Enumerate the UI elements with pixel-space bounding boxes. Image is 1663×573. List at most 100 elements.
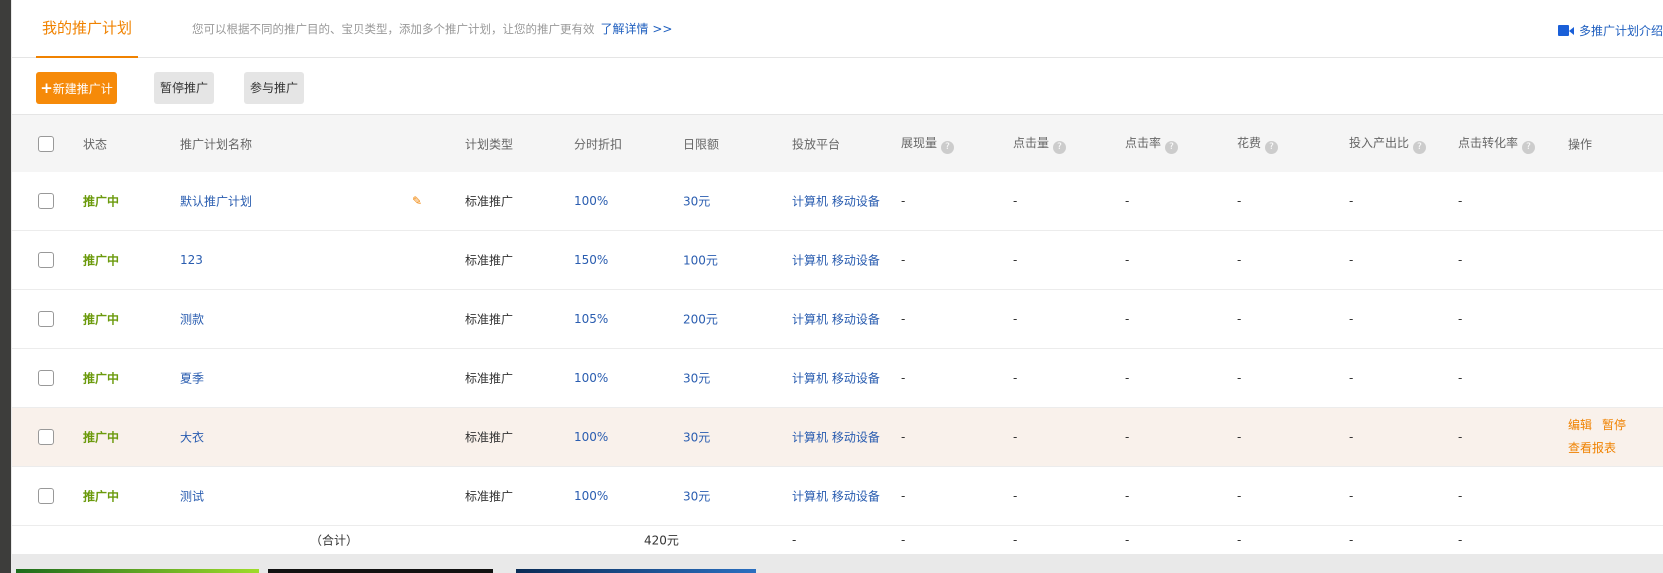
platform-link[interactable]: 计算机 移动设备 <box>792 371 880 386</box>
left-sidebar-edge <box>0 0 11 573</box>
column-label: 投入产出比 <box>1349 135 1410 150</box>
total-metric: - <box>901 532 906 547</box>
row-checkbox[interactable] <box>38 311 54 327</box>
discount-link[interactable]: 100% <box>574 430 609 444</box>
edit-pencil-icon[interactable]: ✎ <box>412 194 423 208</box>
platform-link[interactable]: 计算机 移动设备 <box>792 430 880 445</box>
column-header: 点击率? <box>1125 134 1179 154</box>
total-metric: - <box>1349 532 1354 547</box>
plan-name-link[interactable]: 123 <box>180 253 203 267</box>
table-row[interactable]: 推广中 夏季 标准推广 100% 30元 计算机 移动设备 - - - - - - <box>12 349 1663 408</box>
row-checkbox[interactable] <box>38 193 54 209</box>
column-header: 展现量? <box>901 134 955 154</box>
metric-value: - <box>1125 489 1130 503</box>
column-label: 分时折扣 <box>574 137 623 151</box>
total-row: （合计） 420元 - - - - - - - <box>12 525 1663 554</box>
metric-value: - <box>1458 489 1463 503</box>
row-checkbox[interactable] <box>38 370 54 386</box>
help-icon[interactable]: ? <box>1165 140 1179 154</box>
metric-value: - <box>1349 253 1354 267</box>
daily-limit-link[interactable]: 200元 <box>683 312 718 327</box>
metric-value: - <box>1125 371 1130 385</box>
metric-value: - <box>1013 312 1018 326</box>
total-metric: - <box>1237 532 1242 547</box>
help-icon[interactable]: ? <box>1522 140 1536 154</box>
pause-button[interactable]: 暂停推广 <box>154 72 214 104</box>
table-header: 状态 推广计划名称 计划类型 分时折扣 日限额 投放平台 展现量? 点击量? 点击率? 花费? 投入… <box>12 114 1663 172</box>
platform-link[interactable]: 计算机 移动设备 <box>792 253 880 268</box>
metric-value: - <box>1458 430 1463 444</box>
plan-name-link[interactable]: 夏季 <box>180 371 205 386</box>
daily-limit-link[interactable]: 30元 <box>683 489 711 504</box>
new-plan-button[interactable]: +新建推广计划 <box>36 72 117 128</box>
plan-type: 标准推广 <box>465 194 514 209</box>
metric-value: - <box>1237 194 1242 208</box>
platform-link[interactable]: 计算机 移动设备 <box>792 489 880 504</box>
select-all-checkbox[interactable] <box>38 135 54 152</box>
total-metric: - <box>792 532 797 547</box>
edit-action[interactable]: 编辑 <box>1568 418 1593 432</box>
metric-value: - <box>1125 430 1130 444</box>
thumbnail[interactable] <box>16 569 259 573</box>
report-action[interactable]: 查看报表 <box>1568 441 1617 455</box>
daily-limit-link[interactable]: 30元 <box>683 371 711 386</box>
platform-link[interactable]: 计算机 移动设备 <box>792 312 880 327</box>
help-icon[interactable]: ? <box>1053 140 1067 154</box>
status-badge: 推广中 <box>83 194 120 209</box>
metric-value: - <box>1349 430 1354 444</box>
column-header: 花费? <box>1237 134 1279 154</box>
intro-video-link[interactable]: 多推广计划介绍 <box>1557 22 1663 39</box>
status-badge: 推广中 <box>83 253 120 268</box>
metric-value: - <box>1013 371 1018 385</box>
plan-type: 标准推广 <box>465 371 514 386</box>
plan-name-link[interactable]: 测款 <box>180 312 205 327</box>
metric-value: - <box>1237 430 1242 444</box>
plan-name-link[interactable]: 测试 <box>180 489 205 504</box>
metric-value: - <box>1458 253 1463 267</box>
metric-value: - <box>901 489 906 503</box>
plan-panel: 我的推广计划 您可以根据不同的推广目的、宝贝类型，添加多个推广计划，让您的推广更… <box>12 0 1663 554</box>
column-label: 状态 <box>83 137 108 151</box>
metric-value: - <box>901 194 906 208</box>
metric-value: - <box>1237 489 1242 503</box>
discount-link[interactable]: 100% <box>574 489 609 503</box>
metric-value: - <box>1125 312 1130 326</box>
metric-value: - <box>1125 253 1130 267</box>
pause-action[interactable]: 暂停 <box>1602 418 1627 432</box>
daily-limit-link[interactable]: 30元 <box>683 194 711 209</box>
plan-type: 标准推广 <box>465 253 514 268</box>
plan-type: 标准推广 <box>465 430 514 445</box>
join-button[interactable]: 参与推广 <box>244 72 304 104</box>
plan-name-link[interactable]: 大衣 <box>180 430 205 445</box>
column-header: 推广计划名称 <box>180 135 252 152</box>
column-label: 点击率 <box>1125 135 1162 150</box>
daily-limit-link[interactable]: 100元 <box>683 253 718 268</box>
discount-link[interactable]: 150% <box>574 253 609 267</box>
column-header: 操作 <box>1568 135 1592 152</box>
table-row[interactable]: 推广中 123 标准推广 150% 100元 计算机 移动设备 - - - - - - <box>12 231 1663 290</box>
total-metric: - <box>1125 532 1130 547</box>
tab-bar: 我的推广计划 您可以根据不同的推广目的、宝贝类型，添加多个推广计划，让您的推广更… <box>12 0 1663 58</box>
table-row[interactable]: 推广中 测款 标准推广 105% 200元 计算机 移动设备 - - - - - - <box>12 290 1663 349</box>
discount-link[interactable]: 105% <box>574 312 609 326</box>
discount-link[interactable]: 100% <box>574 371 609 385</box>
table-row[interactable]: 推广中 测试 标准推广 100% 30元 计算机 移动设备 - - - - - - <box>12 467 1663 526</box>
daily-limit-link[interactable]: 30元 <box>683 430 711 445</box>
thumbnail[interactable] <box>268 569 493 573</box>
discount-link[interactable]: 100% <box>574 194 609 208</box>
learn-more-link[interactable]: 了解详情 >> <box>600 22 673 36</box>
thumbnail[interactable] <box>516 569 756 573</box>
help-icon[interactable]: ? <box>941 140 955 154</box>
platform-link[interactable]: 计算机 移动设备 <box>792 194 880 209</box>
row-checkbox[interactable] <box>38 429 54 445</box>
tab-my-plans[interactable]: 我的推广计划 <box>36 0 138 58</box>
help-icon[interactable]: ? <box>1413 140 1427 154</box>
metric-value: - <box>1349 194 1354 208</box>
column-label: 计划类型 <box>465 137 514 151</box>
help-icon[interactable]: ? <box>1265 140 1279 154</box>
plan-name-link[interactable]: 默认推广计划 <box>180 194 253 209</box>
row-checkbox[interactable] <box>38 252 54 268</box>
row-checkbox[interactable] <box>38 488 54 504</box>
table-row[interactable]: 推广中 大衣 标准推广 100% 30元 计算机 移动设备 - - - - - - 编辑 暂停查… <box>12 408 1663 467</box>
table-row[interactable]: 推广中 默认推广计划 标准推广 100% 30元 计算机 移动设备 - - - - - - ✎ <box>12 172 1663 231</box>
